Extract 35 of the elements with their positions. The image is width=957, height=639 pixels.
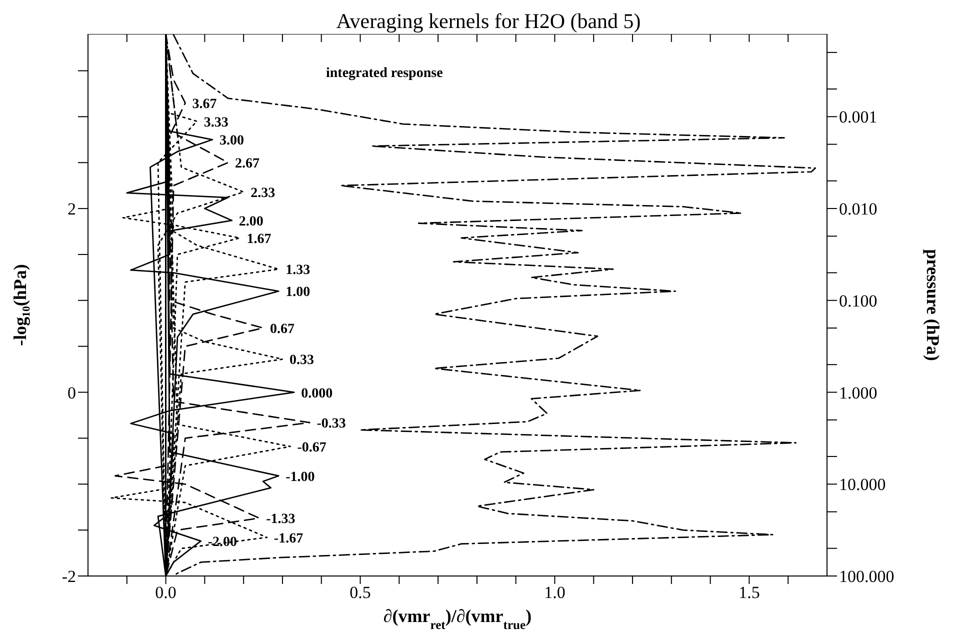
y2-tick-label: 0.010 bbox=[839, 200, 878, 219]
series-label: 1.33 bbox=[286, 263, 310, 278]
x-tick-label: 0.0 bbox=[155, 583, 176, 602]
y-tick-label: -2 bbox=[62, 567, 76, 586]
series-label: 3.00 bbox=[219, 134, 244, 149]
series-label: 2.33 bbox=[250, 186, 276, 202]
series-label: 2.67 bbox=[235, 156, 260, 172]
y2-tick-label: 1.000 bbox=[839, 383, 878, 402]
series-label: -1.00 bbox=[286, 470, 315, 485]
series-label: -1.33 bbox=[266, 512, 296, 528]
series-label: -1.67 bbox=[274, 531, 304, 546]
chart-title: Averaging kernels for H2O (band 5) bbox=[335, 8, 642, 34]
series-label: 0.000 bbox=[301, 386, 333, 402]
series-label: 3.67 bbox=[192, 96, 217, 112]
series-label: 1.00 bbox=[286, 285, 310, 300]
annotation: integrated response bbox=[326, 66, 443, 82]
series-label: 0.67 bbox=[270, 322, 295, 337]
series-label: -0.33 bbox=[316, 416, 346, 432]
y2-tick-label: 10.000 bbox=[839, 475, 886, 494]
series-label: -0.67 bbox=[297, 440, 326, 456]
series-label: 2.00 bbox=[238, 214, 264, 230]
series-label: 1.67 bbox=[246, 232, 272, 247]
series-label: 0.33 bbox=[289, 353, 314, 368]
y2-tick-label: 0.001 bbox=[839, 108, 878, 127]
x-tick-label: 1.5 bbox=[738, 583, 760, 602]
y2-tick-label: 100.000 bbox=[839, 567, 894, 586]
y-axis-title: -log₁₀(hPa) bbox=[10, 264, 30, 346]
series-label: 3.33 bbox=[204, 115, 228, 130]
x-tick-label: 1.0 bbox=[544, 583, 566, 602]
x-tick-label: 0.5 bbox=[350, 583, 371, 602]
y2-tick-label: 0.100 bbox=[839, 291, 878, 310]
x-axis-title: ∂(vmr$_{ret}$)/∂(vmr$_{true}$) bbox=[383, 606, 532, 632]
y2-axis-title: pressure (hPa) bbox=[923, 249, 943, 361]
y-tick-label: 0 bbox=[68, 383, 76, 402]
y-tick-label: 2 bbox=[68, 200, 76, 219]
